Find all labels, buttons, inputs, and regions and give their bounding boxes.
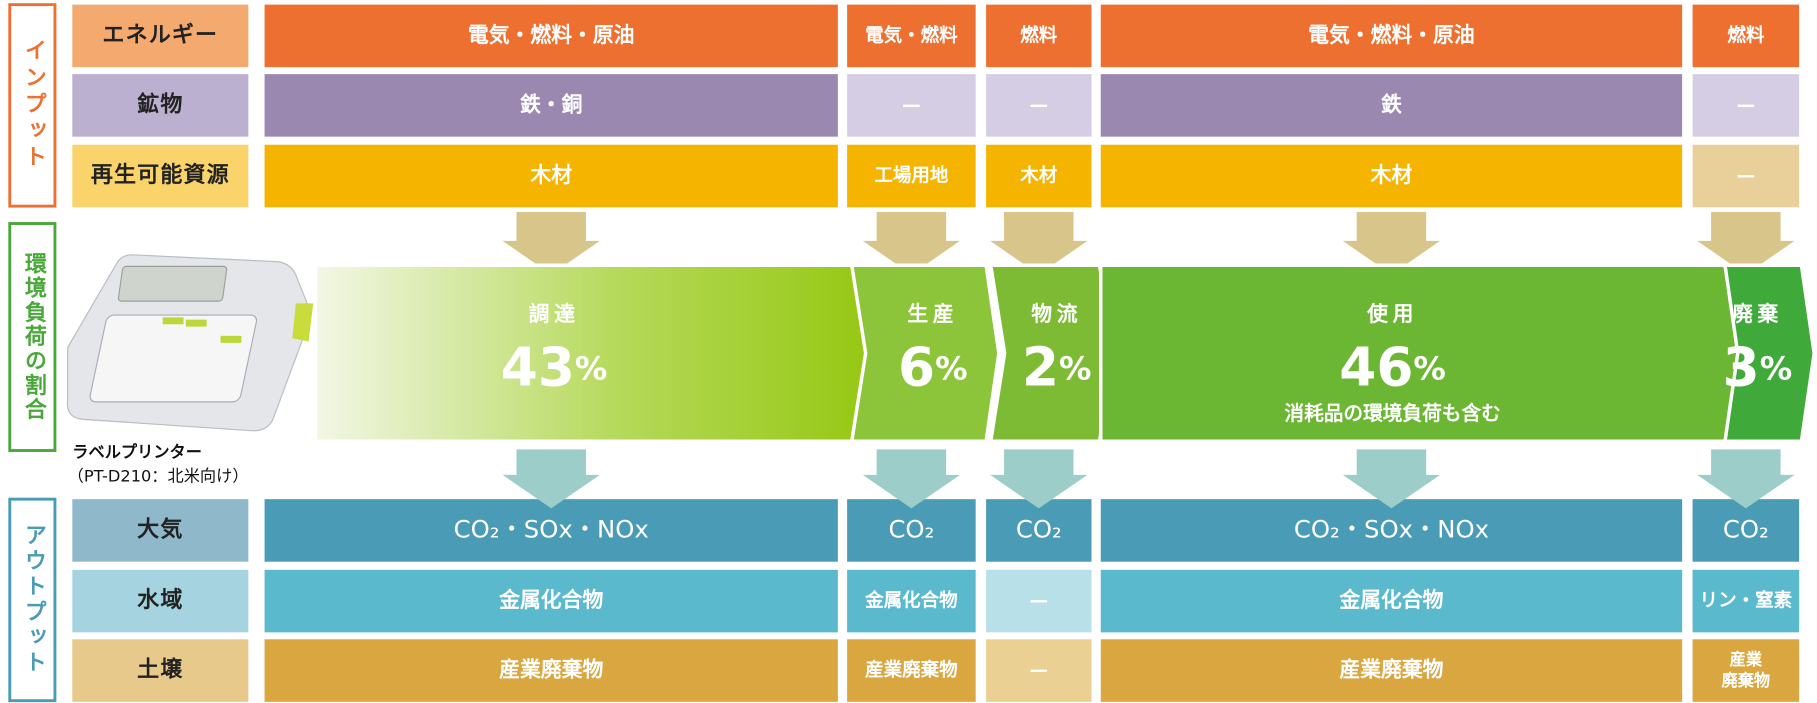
cell-text: — — [1737, 166, 1756, 187]
row-label: 再生可能資源 — [91, 162, 230, 188]
cell-text: 産業廃棄物 — [865, 659, 958, 681]
cell-text: 鉄・銅 — [520, 92, 582, 116]
cell-text: 鉄 — [1381, 92, 1402, 116]
percent-value: 6 — [898, 336, 935, 398]
percent-unit: % — [1413, 350, 1445, 388]
cell-text: 木材 — [529, 163, 572, 187]
percent-value: 46 — [1339, 336, 1413, 398]
row-label: エネルギー — [102, 23, 218, 48]
stage-name: 調達 — [529, 302, 580, 326]
row-label: 土壌 — [137, 657, 183, 683]
cell-text: 金属化合物 — [864, 590, 958, 612]
cell-text: — — [1737, 95, 1756, 116]
side-label: アウトプット — [21, 523, 46, 676]
cell-text: 木材 — [1370, 163, 1413, 187]
diagram: インプット 環境負荷の割合 アウトプット ラベルプリンター （PT-D210：北… — [0, 0, 1817, 703]
stage-name: 廃棄 — [1732, 302, 1783, 326]
percent-value: 43 — [501, 336, 575, 398]
cell-text: リン・窒素 — [1700, 590, 1793, 612]
cell-text: 産業廃棄物 — [499, 658, 603, 682]
cell-text: — — [1030, 591, 1049, 612]
side-label: 環境負荷の割合 — [21, 252, 47, 422]
row-label: 鉱物 — [137, 91, 183, 117]
cell-text: CO₂・SOx・NOx — [454, 514, 649, 543]
stage-name: 生産 — [907, 302, 958, 326]
cell-text: CO₂ — [1016, 514, 1062, 543]
printer-image — [67, 255, 313, 431]
cell-text: 電気・燃料 — [865, 24, 958, 46]
percent-unit: % — [575, 350, 607, 388]
cell-text: 電気・燃料・原油 — [1308, 23, 1475, 47]
row-label: 水域 — [137, 587, 183, 613]
cell-text: — — [1030, 95, 1049, 116]
cell-text: 木材 — [1019, 165, 1058, 187]
cell-text: CO₂ — [888, 514, 934, 543]
cell-text: CO₂・SOx・NOx — [1294, 514, 1489, 543]
cell-text: 燃料 — [1020, 24, 1058, 46]
cell-text: — — [902, 95, 921, 116]
cell-text: 金属化合物 — [498, 588, 603, 612]
percent-value: 3 — [1723, 336, 1760, 398]
stage-note: 消耗品の環境負荷も含む — [1284, 402, 1500, 425]
product-model: （PT-D210：北米向け） — [68, 467, 249, 486]
cell-text: 工場用地 — [874, 165, 949, 187]
cell-text: 産業廃棄物 — [1339, 658, 1443, 682]
percent-unit: % — [1059, 350, 1091, 388]
product-name: ラベルプリンター — [72, 442, 202, 461]
side-label: インプット — [21, 39, 46, 172]
cell-text: 電気・燃料・原油 — [468, 23, 635, 47]
cell-text: — — [1030, 660, 1049, 681]
cell-text: CO₂ — [1723, 514, 1769, 543]
cell-text: 燃料 — [1727, 24, 1765, 46]
percent-value: 2 — [1022, 336, 1059, 398]
percent-unit: % — [935, 350, 967, 388]
stage-name: 物流 — [1031, 302, 1082, 326]
stage-name: 使用 — [1366, 302, 1418, 326]
row-label: 大気 — [137, 516, 183, 542]
cell-text: 金属化合物 — [1338, 588, 1443, 612]
percent-unit: % — [1760, 350, 1792, 388]
